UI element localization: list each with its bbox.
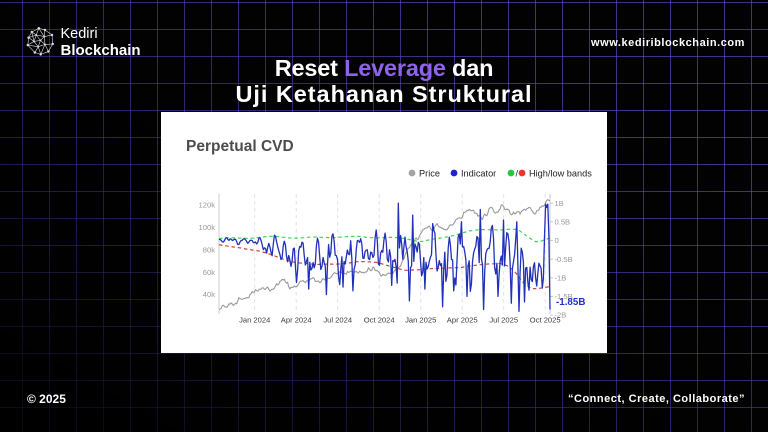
svg-text:120k: 120k: [199, 201, 216, 210]
svg-text:100k: 100k: [199, 223, 216, 232]
svg-text:Apr 2025: Apr 2025: [447, 316, 478, 325]
svg-text:Indicator: Indicator: [461, 168, 496, 178]
svg-text:Apr 2024: Apr 2024: [281, 316, 312, 325]
svg-text:40k: 40k: [203, 290, 215, 299]
svg-text:Jan 2025: Jan 2025: [405, 316, 436, 325]
svg-text:Jul 2025: Jul 2025: [489, 316, 518, 325]
svg-text:-2B: -2B: [555, 311, 567, 320]
svg-text:-1.5B: -1.5B: [555, 292, 573, 301]
svg-text:80k: 80k: [203, 245, 215, 254]
svg-text:0: 0: [555, 236, 559, 245]
svg-text:60k: 60k: [203, 268, 215, 277]
svg-text:-0.5B: -0.5B: [555, 255, 573, 264]
svg-text:Oct 2025: Oct 2025: [530, 316, 561, 325]
svg-text:High/low bands: High/low bands: [529, 168, 592, 178]
svg-text:Jan 2024: Jan 2024: [239, 316, 270, 325]
svg-text:-1B: -1B: [555, 273, 567, 282]
svg-text:Oct 2024: Oct 2024: [364, 316, 395, 325]
svg-text:Jul 2024: Jul 2024: [323, 316, 352, 325]
svg-text:1B: 1B: [555, 199, 564, 208]
svg-text:-1.85B: -1.85B: [556, 297, 585, 308]
svg-text:/: /: [516, 168, 519, 178]
svg-text:Perpetual CVD: Perpetual CVD: [186, 138, 294, 155]
svg-text:Price: Price: [419, 168, 440, 178]
svg-text:0.5B: 0.5B: [555, 217, 571, 226]
